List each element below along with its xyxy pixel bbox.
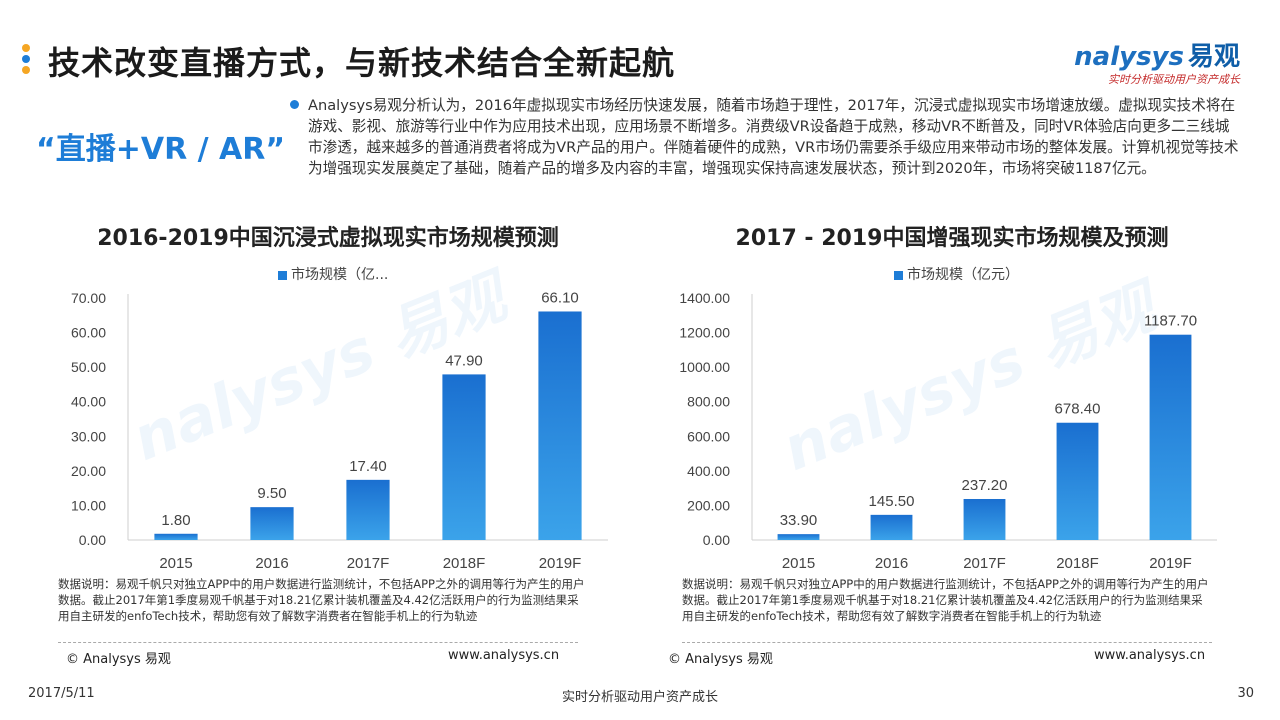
x-tick-label: 2016 <box>875 555 908 572</box>
ar-market-panel: 2017 - 2019中国增强现实市场规模及预测 市场规模（亿元） 0.00 20… <box>652 218 1272 678</box>
data-label: 145.50 <box>869 493 915 510</box>
y-tick-label: 1200.00 <box>679 325 730 341</box>
chart-title: 2016-2019中国沉浸式虚拟现实市场规模预测 <box>97 226 559 251</box>
y-tick-label: 600.00 <box>687 428 730 444</box>
bar <box>870 514 913 540</box>
vr-bar-chart: 0.00 10.00 20.00 30.00 40.00 50.00 60.00 70.00 1… <box>71 289 608 572</box>
legend-label: 市场规模（亿... <box>291 267 389 283</box>
y-tick-label: 800.00 <box>687 394 730 410</box>
legend-swatch <box>278 270 287 280</box>
data-label: 678.40 <box>1055 401 1101 418</box>
analysys-logo: nalysys 易观 实时分析驱动用户资产成长 <box>1074 36 1240 87</box>
x-tick-label: 2018F <box>443 555 486 572</box>
y-tick-label: 0.00 <box>79 532 106 548</box>
topic-tag: “直播+VR / AR” <box>36 132 286 167</box>
data-label: 1187.70 <box>1144 313 1197 330</box>
title-dot <box>22 44 30 52</box>
page-number: 30 <box>1237 686 1254 701</box>
data-label: 47.90 <box>445 352 483 369</box>
title-dot <box>22 66 30 74</box>
y-tick-label: 70.00 <box>71 290 106 306</box>
footer-date: 2017/5/11 <box>28 686 95 701</box>
bar <box>777 534 820 540</box>
bullet-icon <box>290 100 299 109</box>
x-tick-label: 2019F <box>539 555 582 572</box>
x-tick-label: 2017F <box>347 555 390 572</box>
intro-text: Analysys易观分析认为，2016年虚拟现实市场经历快速发展，随着市场趋于理… <box>308 97 1239 177</box>
x-tick-label: 2016 <box>255 555 288 572</box>
data-label: 1.80 <box>161 512 190 529</box>
legend-swatch <box>894 270 903 280</box>
title-dots <box>20 44 32 77</box>
legend-label: 市场规模（亿元） <box>907 267 1019 283</box>
note-divider <box>58 642 578 643</box>
copyright: © Analysys 易观 <box>668 652 773 667</box>
y-tick-label: 20.00 <box>71 463 106 479</box>
vr-market-panel: 2016-2019中国沉浸式虚拟现实市场规模预测 市场规模（亿... 0.00 1… <box>28 218 648 678</box>
logo-brand-cn: 易观 <box>1187 42 1240 72</box>
y-tick-label: 30.00 <box>71 428 106 444</box>
bar <box>963 498 1006 540</box>
bar <box>1056 422 1099 540</box>
data-note: 数据说明：易观千帆只对独立APP中的用户数据进行监测统计，不包括APP之外的调用… <box>682 577 1209 623</box>
note-divider <box>682 642 1212 643</box>
chart-legend: 市场规模（亿... <box>278 264 388 284</box>
y-tick-label: 60.00 <box>71 325 106 341</box>
ar-bar-chart: 0.00 200.00 400.00 600.00 800.00 1000.00 1200.… <box>679 290 1217 572</box>
y-tick-label: 1400.00 <box>679 290 730 306</box>
data-label: 66.10 <box>541 289 579 306</box>
bar <box>442 374 486 540</box>
bar <box>154 533 198 540</box>
bar <box>538 311 582 540</box>
data-label: 33.90 <box>780 512 818 529</box>
website-link[interactable]: www.analysys.cn <box>1094 648 1206 663</box>
y-tick-label: 200.00 <box>687 497 730 513</box>
data-note: 数据说明：易观千帆只对独立APP中的用户数据进行监测统计，不包括APP之外的调用… <box>58 577 585 623</box>
page-title: 技术改变直播方式，与新技术结合全新起航 <box>48 44 676 82</box>
logo-brand: nalysys <box>1074 42 1184 72</box>
title-dot <box>22 55 30 63</box>
data-label: 17.40 <box>349 458 387 475</box>
copyright: © Analysys 易观 <box>66 652 171 667</box>
intro-paragraph: Analysys易观分析认为，2016年虚拟现实市场经历快速发展，随着市场趋于理… <box>290 95 1240 179</box>
bar <box>346 479 390 540</box>
x-tick-label: 2019F <box>1149 555 1192 572</box>
y-tick-label: 10.00 <box>71 497 106 513</box>
footer-slogan: 实时分析驱动用户资产成长 <box>561 690 718 705</box>
website-link[interactable]: www.analysys.cn <box>448 648 560 663</box>
chart-title: 2017 - 2019中国增强现实市场规模及预测 <box>735 226 1169 251</box>
bar <box>1149 334 1192 540</box>
logo-slogan: 实时分析驱动用户资产成长 <box>1108 73 1240 86</box>
y-tick-label: 50.00 <box>71 359 106 375</box>
x-tick-label: 2015 <box>159 555 192 572</box>
chart-legend: 市场规模（亿元） <box>894 264 1019 284</box>
x-tick-label: 2015 <box>782 555 815 572</box>
y-tick-label: 0.00 <box>703 532 730 548</box>
y-tick-label: 400.00 <box>687 463 730 479</box>
logo-wordmark: nalysys 易观 <box>1074 36 1240 73</box>
data-label: 237.20 <box>962 477 1008 494</box>
data-label: 9.50 <box>257 485 286 502</box>
x-tick-label: 2017F <box>963 555 1006 572</box>
x-tick-label: 2018F <box>1056 555 1099 572</box>
y-tick-label: 1000.00 <box>679 359 730 375</box>
y-tick-label: 40.00 <box>71 394 106 410</box>
bar <box>250 507 294 540</box>
